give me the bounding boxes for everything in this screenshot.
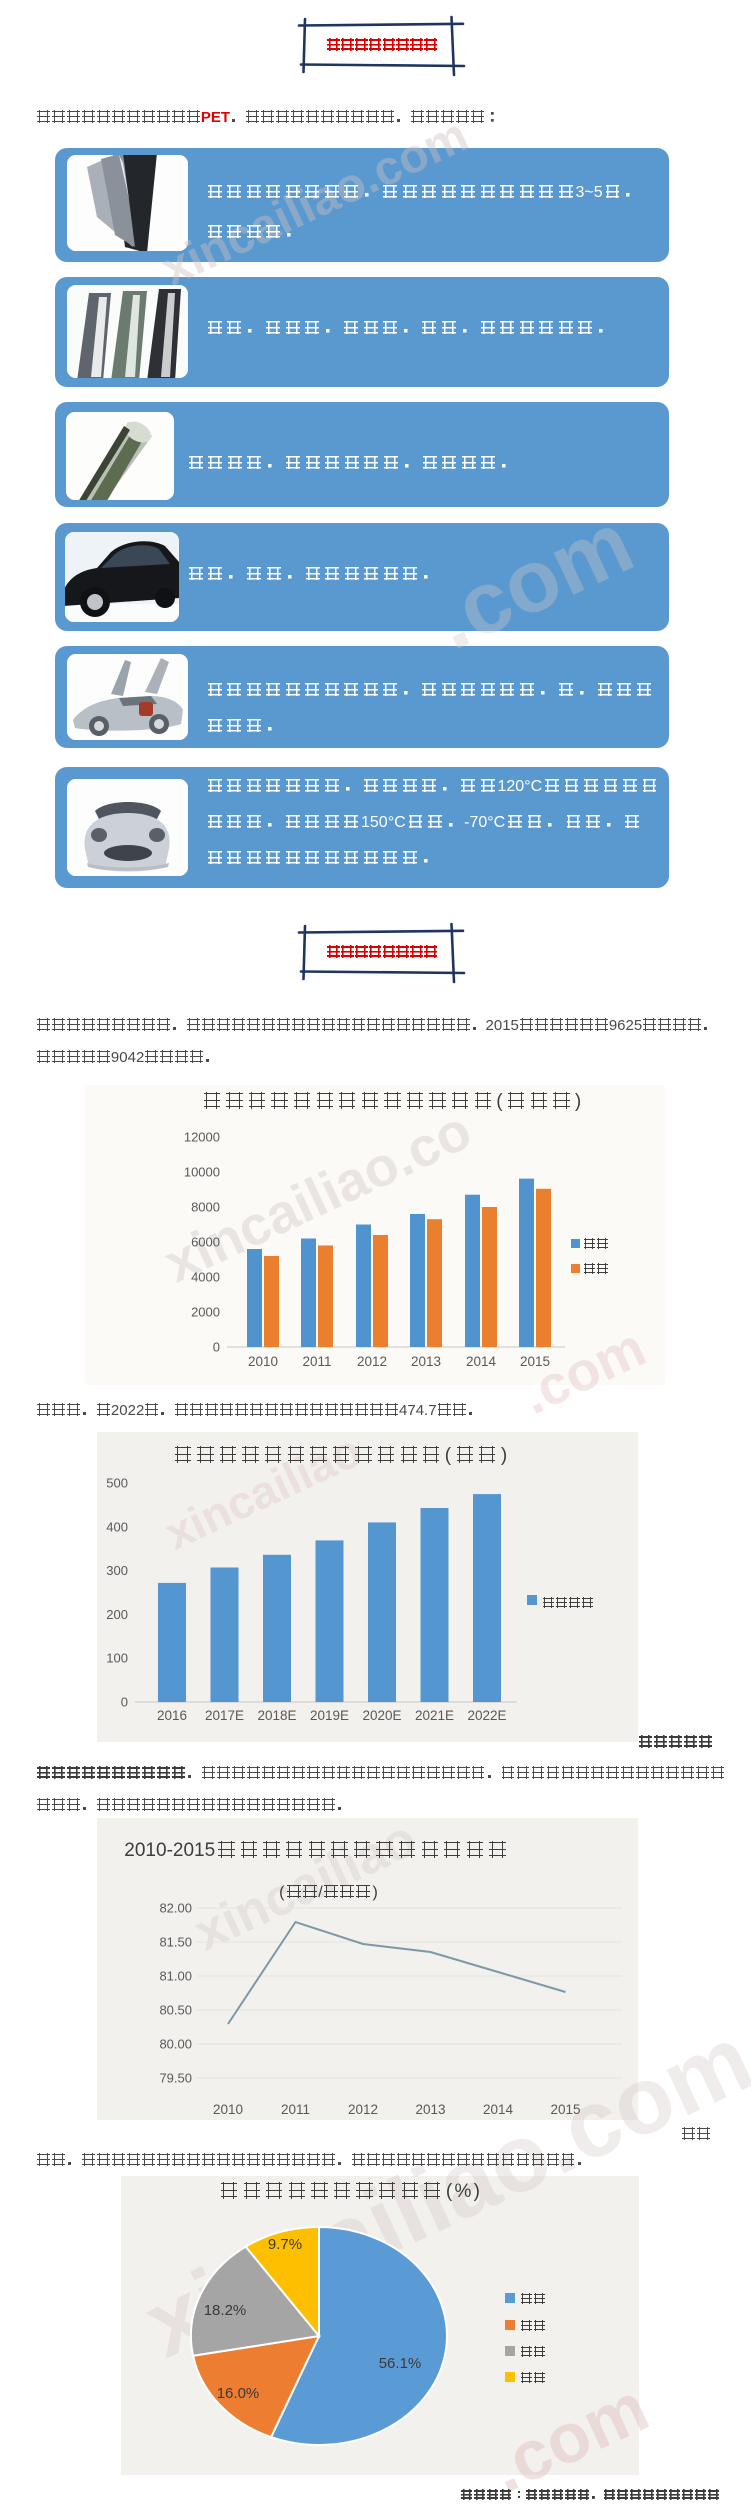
svg-text:2021E: 2021E — [415, 1708, 454, 1723]
svg-text:2013: 2013 — [415, 2102, 445, 2117]
svg-text:4000: 4000 — [191, 1270, 220, 1285]
svg-text:500: 500 — [106, 1476, 128, 1491]
svg-text:2012: 2012 — [348, 2102, 378, 2117]
svg-text:2022E: 2022E — [467, 1708, 506, 1723]
svg-text:8000: 8000 — [191, 1200, 220, 1215]
svg-text:0: 0 — [121, 1695, 128, 1710]
svg-text:79.50: 79.50 — [159, 2071, 192, 2086]
svg-text:2015: 2015 — [550, 2102, 580, 2117]
svg-text:6000: 6000 — [191, 1235, 220, 1250]
svg-text:2014: 2014 — [483, 2102, 514, 2117]
svg-text:81.00: 81.00 — [159, 1969, 192, 1984]
svg-text:2011: 2011 — [302, 1354, 331, 1369]
svg-text:0: 0 — [213, 1340, 220, 1355]
svg-text:18.2%: 18.2% — [204, 2302, 247, 2319]
svg-text:2018E: 2018E — [257, 1708, 296, 1723]
svg-text:12000: 12000 — [184, 1130, 220, 1145]
svg-text:2014: 2014 — [466, 1354, 497, 1369]
svg-text:100: 100 — [106, 1651, 128, 1666]
svg-text:200: 200 — [106, 1607, 128, 1622]
svg-text:2017E: 2017E — [205, 1708, 244, 1723]
svg-text:2012: 2012 — [357, 1354, 387, 1369]
svg-text:2016: 2016 — [157, 1708, 187, 1723]
svg-text:80.50: 80.50 — [159, 2003, 192, 2018]
svg-text:2019E: 2019E — [310, 1708, 349, 1723]
svg-text:9.7%: 9.7% — [268, 2236, 302, 2253]
svg-text:82.00: 82.00 — [159, 1901, 192, 1916]
svg-text:2000: 2000 — [191, 1305, 220, 1320]
svg-text:56.1%: 56.1% — [379, 2355, 422, 2372]
svg-text:16.0%: 16.0% — [217, 2385, 260, 2402]
svg-text:2011: 2011 — [281, 2102, 310, 2117]
svg-text:81.50: 81.50 — [159, 1935, 192, 1950]
svg-text:2015: 2015 — [520, 1354, 550, 1369]
svg-text:2010: 2010 — [213, 2102, 243, 2117]
svg-text:300: 300 — [106, 1563, 128, 1578]
svg-text:10000: 10000 — [184, 1165, 220, 1180]
svg-text:2010: 2010 — [248, 1354, 278, 1369]
svg-text:2020E: 2020E — [362, 1708, 401, 1723]
svg-text:80.00: 80.00 — [159, 2037, 192, 2052]
svg-text:400: 400 — [106, 1519, 128, 1534]
svg-text:2013: 2013 — [411, 1354, 441, 1369]
